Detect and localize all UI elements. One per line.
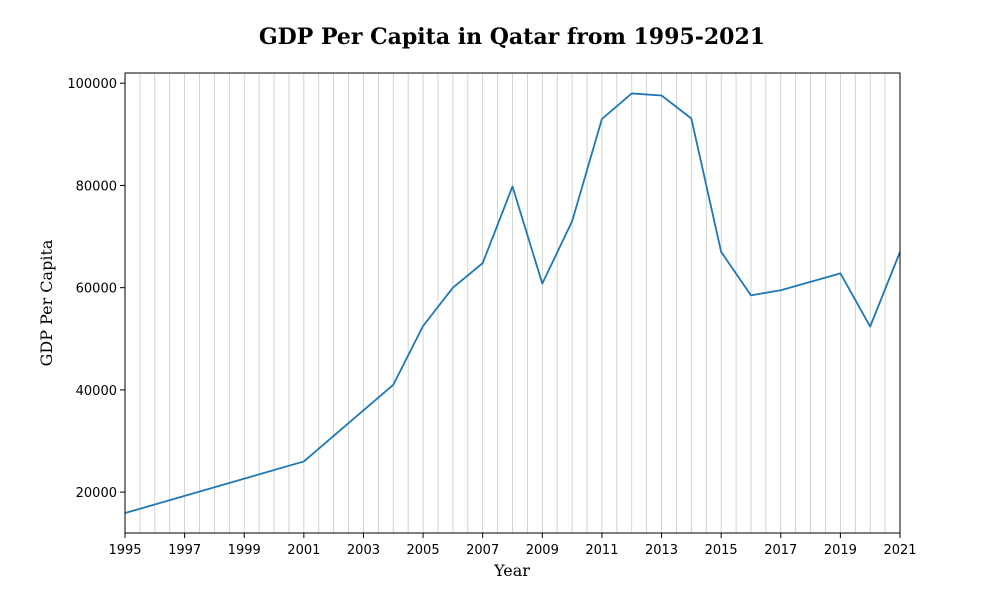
x-tick-label: 2007 [466,543,499,558]
x-tick-label: 2009 [526,543,559,558]
x-tick-label: 2015 [705,543,738,558]
x-tick-label: 2003 [347,543,380,558]
y-tick-label: 60000 [76,282,117,297]
x-tick-label: 2021 [883,543,916,558]
y-axis-label: GDP Per Capita [37,239,56,366]
gridlines [124,73,901,533]
x-tick-label: 1997 [168,543,201,558]
x-axis-label: Year [493,561,530,580]
x-tick-label: 2005 [407,543,440,558]
x-tick-label: 2011 [585,543,618,558]
x-tick-label: 1995 [108,543,141,558]
y-tick-label: 40000 [76,384,117,399]
x-tick-label: 2013 [645,543,678,558]
x-tick-label: 2019 [824,543,857,558]
x-axis-ticks: 1995 1997 1999 2001 2003 2005 2007 2009 2011 2013… [108,533,917,558]
x-tick-label: 1999 [228,543,261,558]
y-tick-label: 100000 [67,77,117,92]
y-tick-label: 20000 [76,486,117,501]
y-axis-ticks: 20000 40000 60000 80000 100000 [67,77,125,501]
x-tick-label: 2001 [287,543,320,558]
plot-frame [124,72,901,534]
y-tick-label: 80000 [76,179,117,194]
x-tick-label: 2017 [764,543,797,558]
chart-title: GDP Per Capita in Qatar from 1995-2021 [259,24,765,50]
